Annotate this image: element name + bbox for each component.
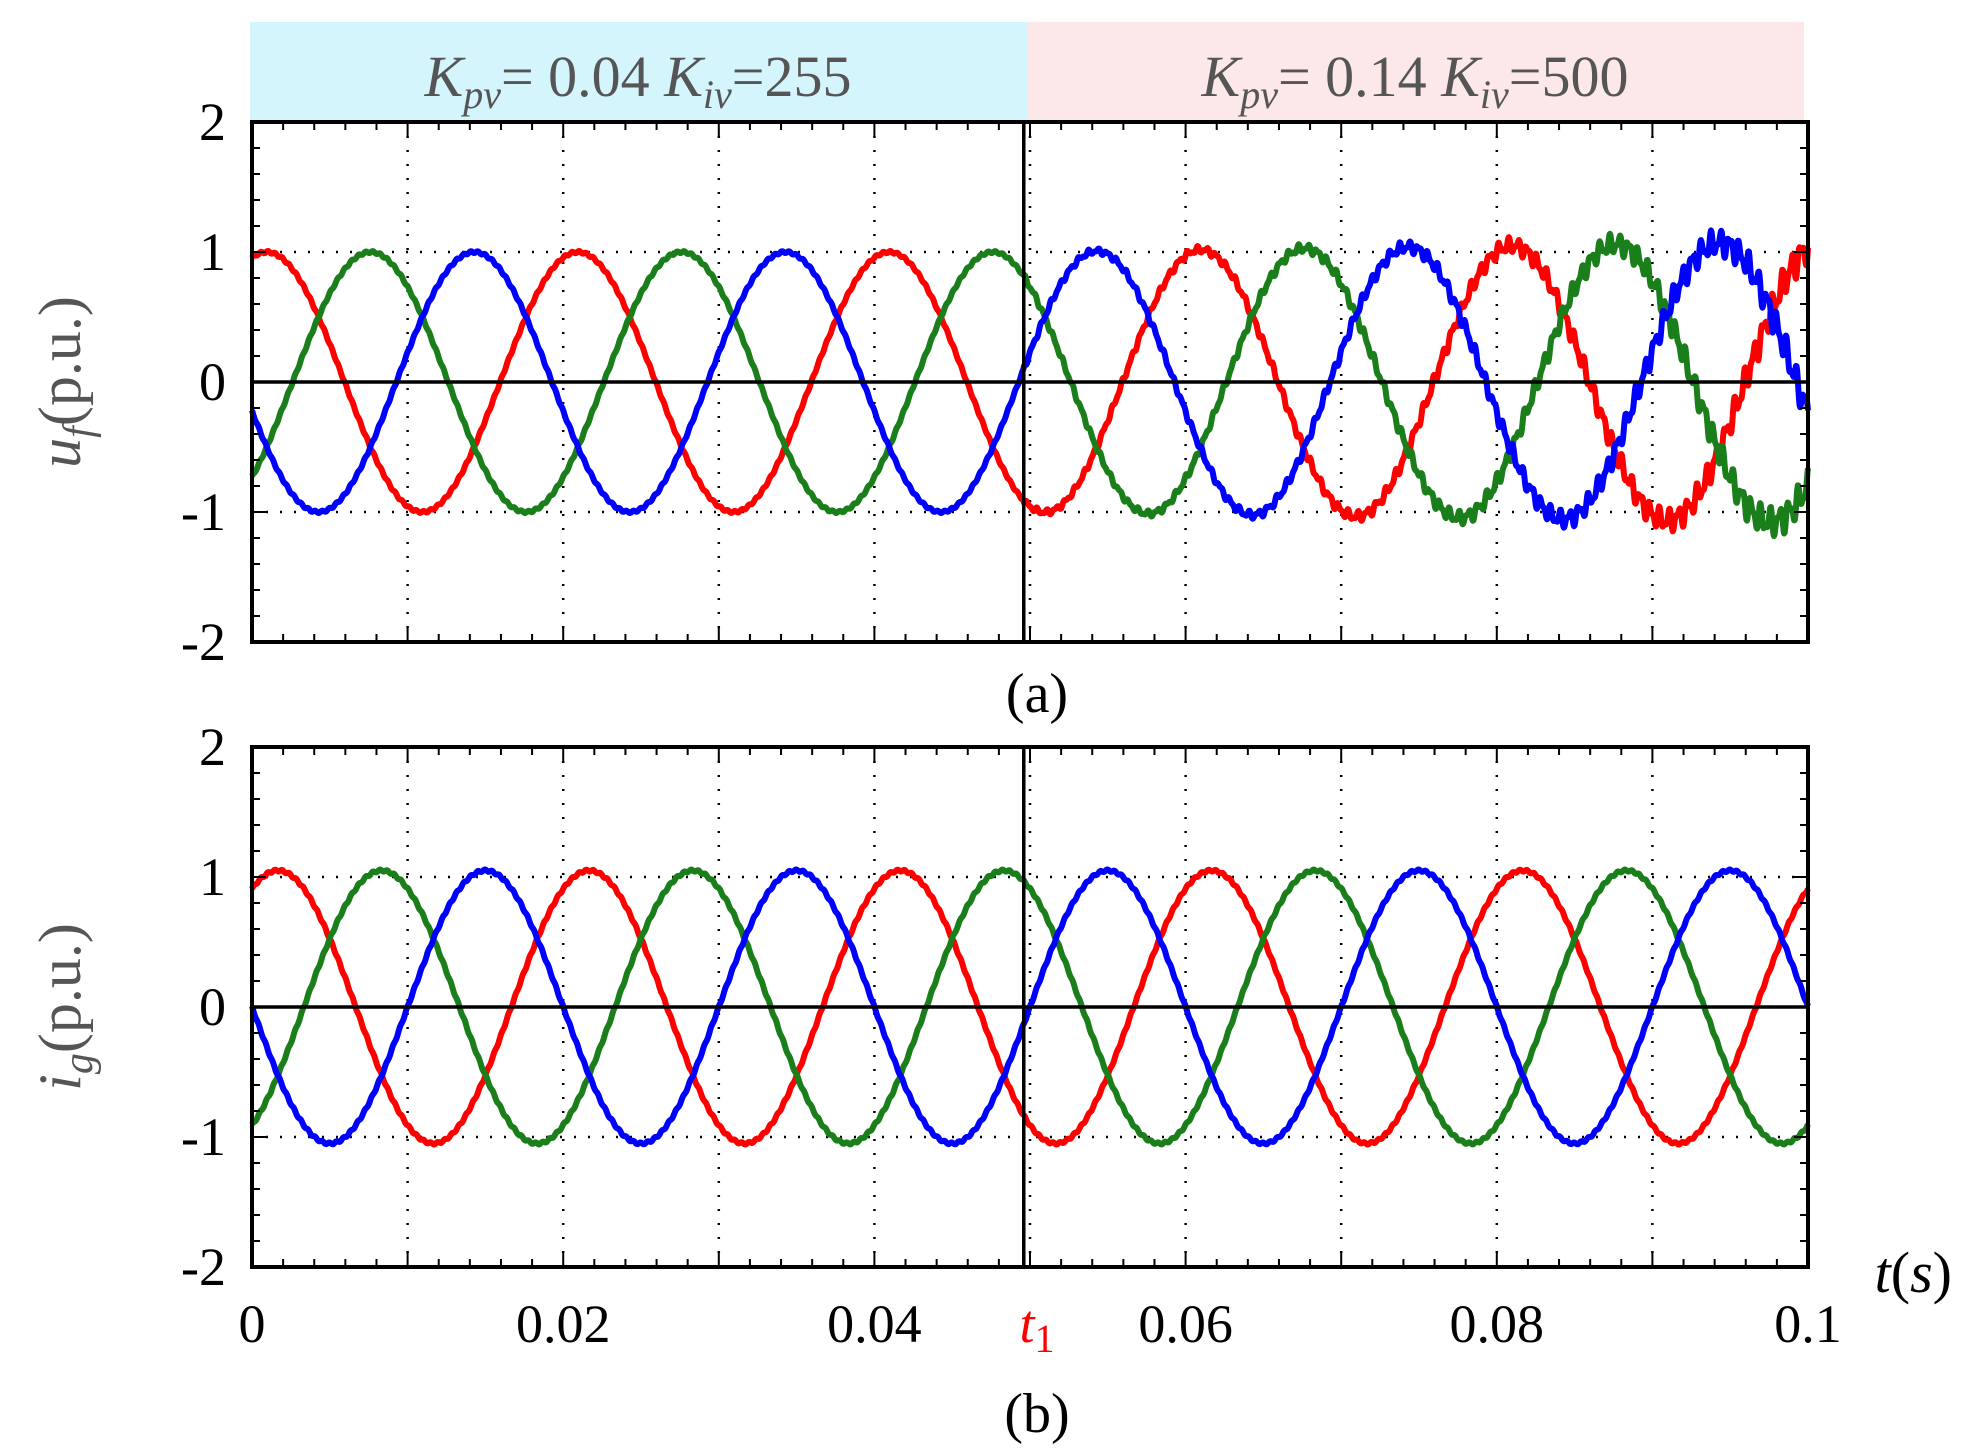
x-tick-label: 0.1 [1774, 1294, 1842, 1354]
x-tick-label: 0.02 [516, 1294, 611, 1354]
y-tick-label: 1 [199, 222, 226, 282]
caption-b: (b) [1004, 1383, 1069, 1445]
x-tick-label: 0.06 [1138, 1294, 1233, 1354]
series-a [249, 227, 1811, 539]
banner-right-bg [1027, 22, 1804, 120]
x-tick-label: 0.04 [827, 1294, 922, 1354]
y-tick-label: -2 [181, 612, 226, 672]
y-tick-label: 2 [199, 92, 226, 152]
plot-frame [250, 120, 1810, 644]
banner-left-text: Kpv= 0.04 Kiv=255 [424, 44, 852, 117]
series-line-phase_a [249, 234, 1811, 535]
x-axis-label: t(s) [1875, 1240, 1952, 1305]
y-ticks-a: 2 1 0 -1 -2 [181, 92, 226, 672]
y-tick-label: 0 [199, 977, 226, 1037]
x-tick-label: 0.08 [1450, 1294, 1545, 1354]
banner-right-text: Kpv= 0.14 Kiv=500 [1201, 44, 1629, 117]
y-tick-label: 2 [199, 717, 226, 777]
y-tick-label: -2 [181, 1237, 226, 1297]
axes-b [250, 745, 1810, 1269]
y-axis-label-b: ig(p.u.) [27, 923, 102, 1091]
y-tick-label: -1 [181, 482, 226, 542]
axes-a [250, 120, 1810, 644]
t1-marker-label: t1 [1019, 1294, 1054, 1361]
y-ticks-b: 2 1 0 -1 -2 [181, 717, 226, 1297]
banner-left-bg [250, 22, 1027, 120]
panel-a: 2 1 0 -1 -2 uf(p.u.) (a) [27, 92, 1811, 725]
series-line-phase_c [249, 227, 1811, 531]
caption-a: (a) [1006, 663, 1068, 725]
y-axis-label-a: uf(p.u.) [27, 296, 102, 468]
plot-frame [250, 745, 1810, 1269]
y-tick-label: 0 [199, 352, 226, 412]
panel-b: 2 1 0 -1 -2 ig(p.u.) (b) [27, 717, 1811, 1445]
x-tick-label: 0 [239, 1294, 266, 1354]
y-tick-label: 1 [199, 847, 226, 907]
y-tick-label: -1 [181, 1107, 226, 1167]
x-ticks: 0 0.02 0.04 0.06 0.08 0.1 [239, 1294, 1842, 1354]
series-line-phase_b [249, 230, 1811, 539]
